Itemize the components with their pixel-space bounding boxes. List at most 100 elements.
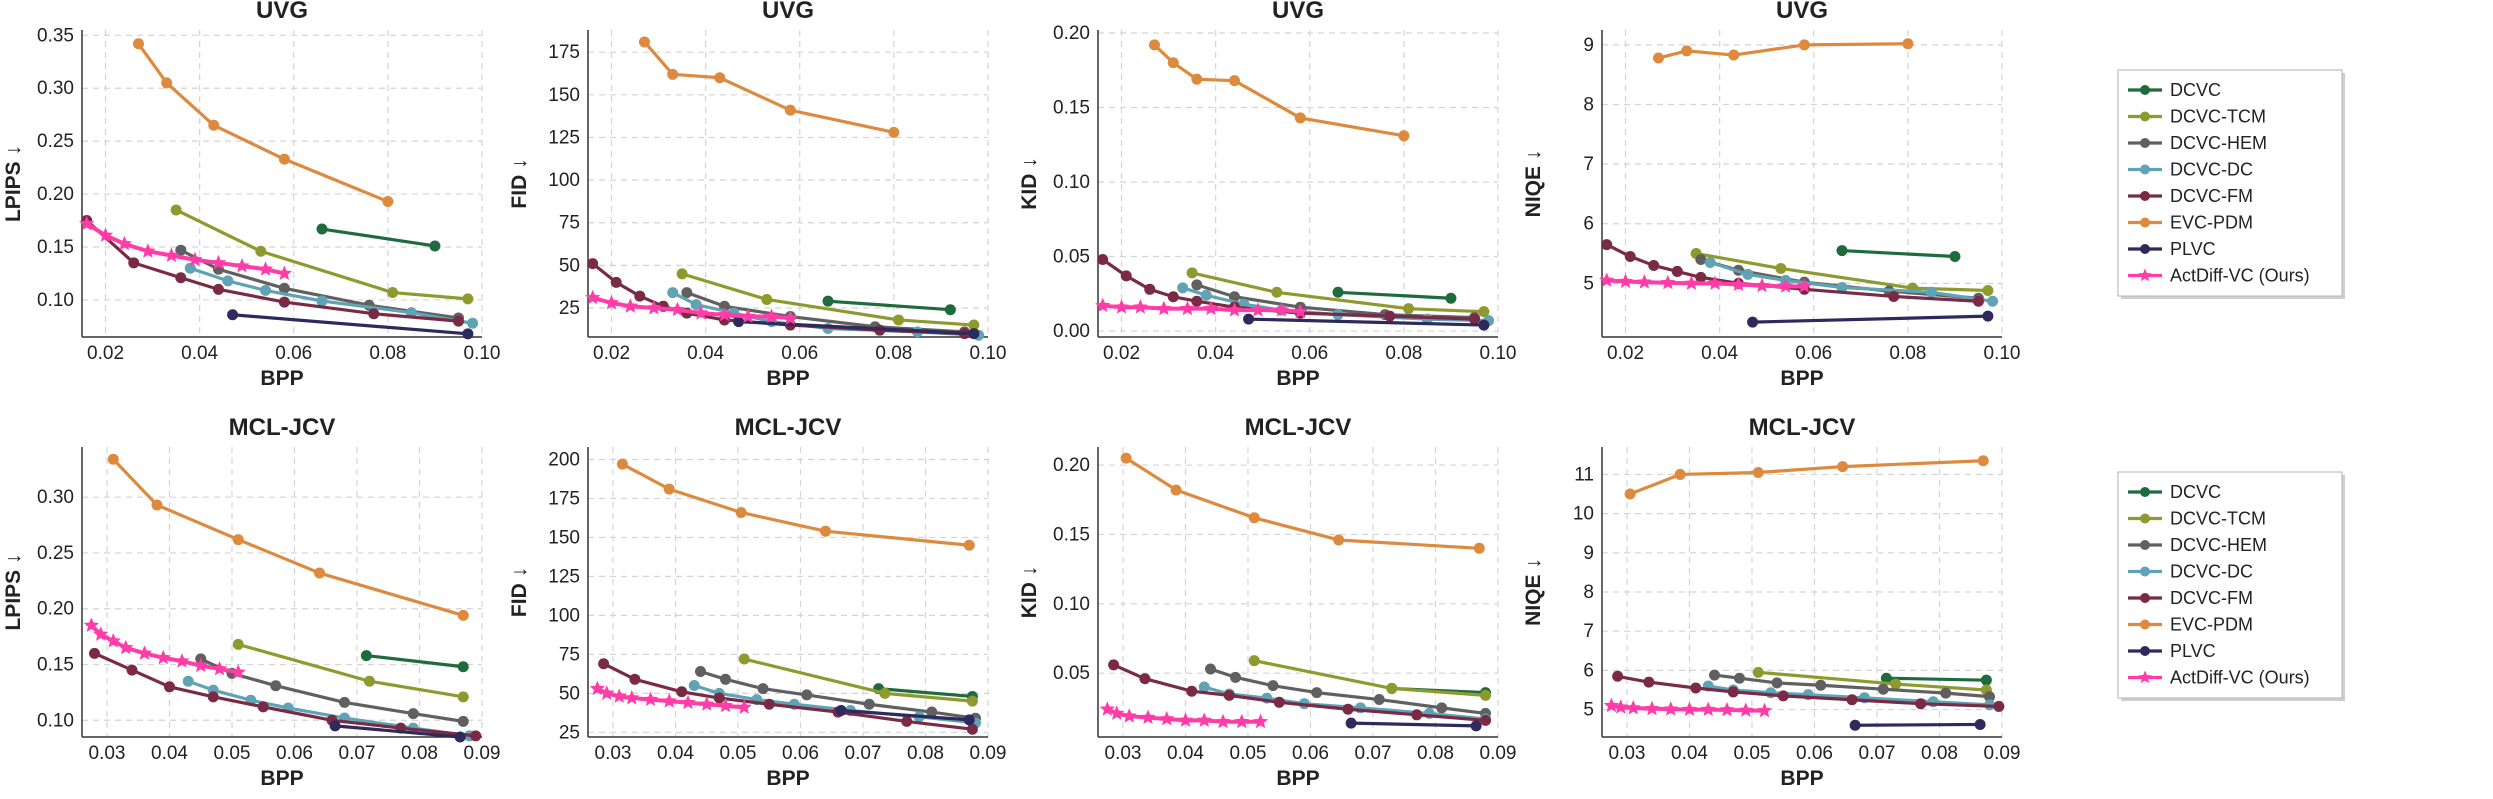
data-point: [757, 683, 769, 695]
data-point: [97, 227, 114, 242]
data-point: [163, 247, 180, 262]
data-point: [1095, 297, 1111, 313]
legend-label: DCVC-DC: [2170, 562, 2253, 582]
data-point: [717, 697, 734, 713]
data-point: [699, 696, 715, 711]
series-dcvc-hem: [1709, 669, 1995, 703]
data-point: [1777, 690, 1789, 702]
series-dcvc-hem: [1205, 663, 1491, 719]
x-tick-label: 0.05: [1230, 743, 1267, 764]
data-point: [1599, 272, 1615, 287]
data-point: [1436, 702, 1448, 714]
series-dcvc-hem: [695, 666, 981, 724]
series-dcvc: [360, 650, 469, 673]
data-point: [926, 706, 938, 718]
series-actdiff-vc-ours: [589, 680, 752, 714]
chart-panel-1: 0.02 0.04 0.06 0.08 0.10 0.10 0.15 0.20 0.25 0.30…: [2, 0, 500, 390]
series-dcvc-tcm: [1186, 267, 1490, 318]
data-point: [667, 68, 679, 80]
data-point: [257, 261, 274, 276]
series-line-plvc: [1855, 722, 1981, 727]
series-line-plvc: [1752, 314, 1988, 324]
y-tick-label: 125: [548, 127, 580, 148]
data-point: [1191, 279, 1203, 291]
data-point: [1877, 683, 1889, 695]
x-tick-label: 0.08: [907, 743, 944, 764]
x-tick-label: 0.02: [1607, 343, 1644, 364]
data-point: [116, 235, 132, 251]
x-tick-label: 0.08: [1385, 343, 1422, 364]
data-point: [387, 287, 399, 299]
data-point: [1977, 455, 1989, 467]
legend-marker: [2138, 670, 2152, 684]
data-point: [1636, 274, 1652, 289]
series-line-dcvc: [1841, 248, 1956, 259]
chart-title: MCL-JCV: [1245, 414, 1352, 441]
series-plvc: [1747, 310, 1994, 328]
x-tick-label: 0.09: [1480, 743, 1517, 764]
y-tick-label: 0.05: [1053, 247, 1090, 268]
legend-label: DCVC-TCM: [2170, 107, 2266, 127]
series-dcvc-tcm: [232, 638, 469, 703]
chart-title: MCL-JCV: [1749, 414, 1856, 441]
series-dcvc-dc: [688, 680, 981, 729]
series-actdiff-vc-ours: [1599, 272, 1812, 293]
legend-marker: [2140, 111, 2150, 122]
data-point: [713, 692, 725, 704]
data-point: [1292, 303, 1308, 319]
series-evc-pdm: [1624, 455, 1989, 500]
y-tick-label: 0.00: [1053, 321, 1090, 342]
data-point: [1248, 512, 1260, 524]
data-point: [1167, 291, 1179, 303]
data-point: [888, 126, 900, 138]
x-axis-label: BPP: [766, 767, 809, 790]
data-point: [1984, 691, 1995, 703]
data-point: [720, 673, 731, 685]
legend-2: DCVC DCVC-TCM DCVC-HEM DCVC-DC DCVC-FM EVC-PD…: [2117, 471, 2345, 701]
legend-entry-dcvc-dc: DCVC-DC: [2128, 160, 2253, 180]
x-tick-label: 0.07: [1355, 743, 1392, 764]
y-tick-label: 0.15: [37, 655, 74, 676]
data-point: [587, 258, 599, 270]
series-line-dcvc: [1886, 676, 1987, 682]
series-plvc: [835, 704, 975, 726]
data-point: [1473, 542, 1485, 554]
data-point: [1915, 698, 1927, 710]
series-line-dcvc-tcm: [1695, 251, 1988, 293]
series-line-actdiff-vc-ours: [592, 295, 791, 321]
data-point: [1648, 259, 1660, 271]
x-tick-label: 0.08: [875, 343, 912, 364]
chart-title: UVG: [762, 0, 814, 24]
data-point: [676, 268, 688, 280]
x-tick-label: 0.09: [464, 743, 501, 764]
data-point: [1681, 701, 1698, 717]
legend-marker: [2140, 217, 2150, 228]
data-point: [1267, 680, 1279, 692]
data-point: [1478, 319, 1490, 331]
data-point: [1742, 268, 1754, 280]
data-point: [1333, 534, 1345, 546]
data-point: [161, 77, 173, 89]
y-tick-label: 50: [559, 255, 580, 276]
data-point: [603, 294, 620, 310]
data-point: [1674, 468, 1686, 480]
data-point: [1837, 461, 1849, 473]
data-point: [1775, 262, 1787, 274]
y-tick-label: 0.10: [37, 290, 74, 311]
data-point: [222, 275, 234, 287]
data-point: [1777, 278, 1794, 293]
y-tick-label: 0.10: [1053, 594, 1090, 615]
data-point: [368, 308, 380, 320]
data-point: [693, 305, 709, 320]
series-line-evc-pdm: [1153, 43, 1405, 138]
y-tick-label: 0.20: [37, 599, 74, 620]
data-point: [1097, 254, 1109, 266]
data-point: [1478, 306, 1490, 318]
data-point: [126, 664, 138, 676]
data-point: [128, 257, 140, 269]
y-tick-label: 8: [1583, 95, 1594, 116]
data-point: [232, 638, 244, 650]
chart-title: UVG: [1776, 0, 1828, 24]
data-point: [360, 650, 372, 662]
